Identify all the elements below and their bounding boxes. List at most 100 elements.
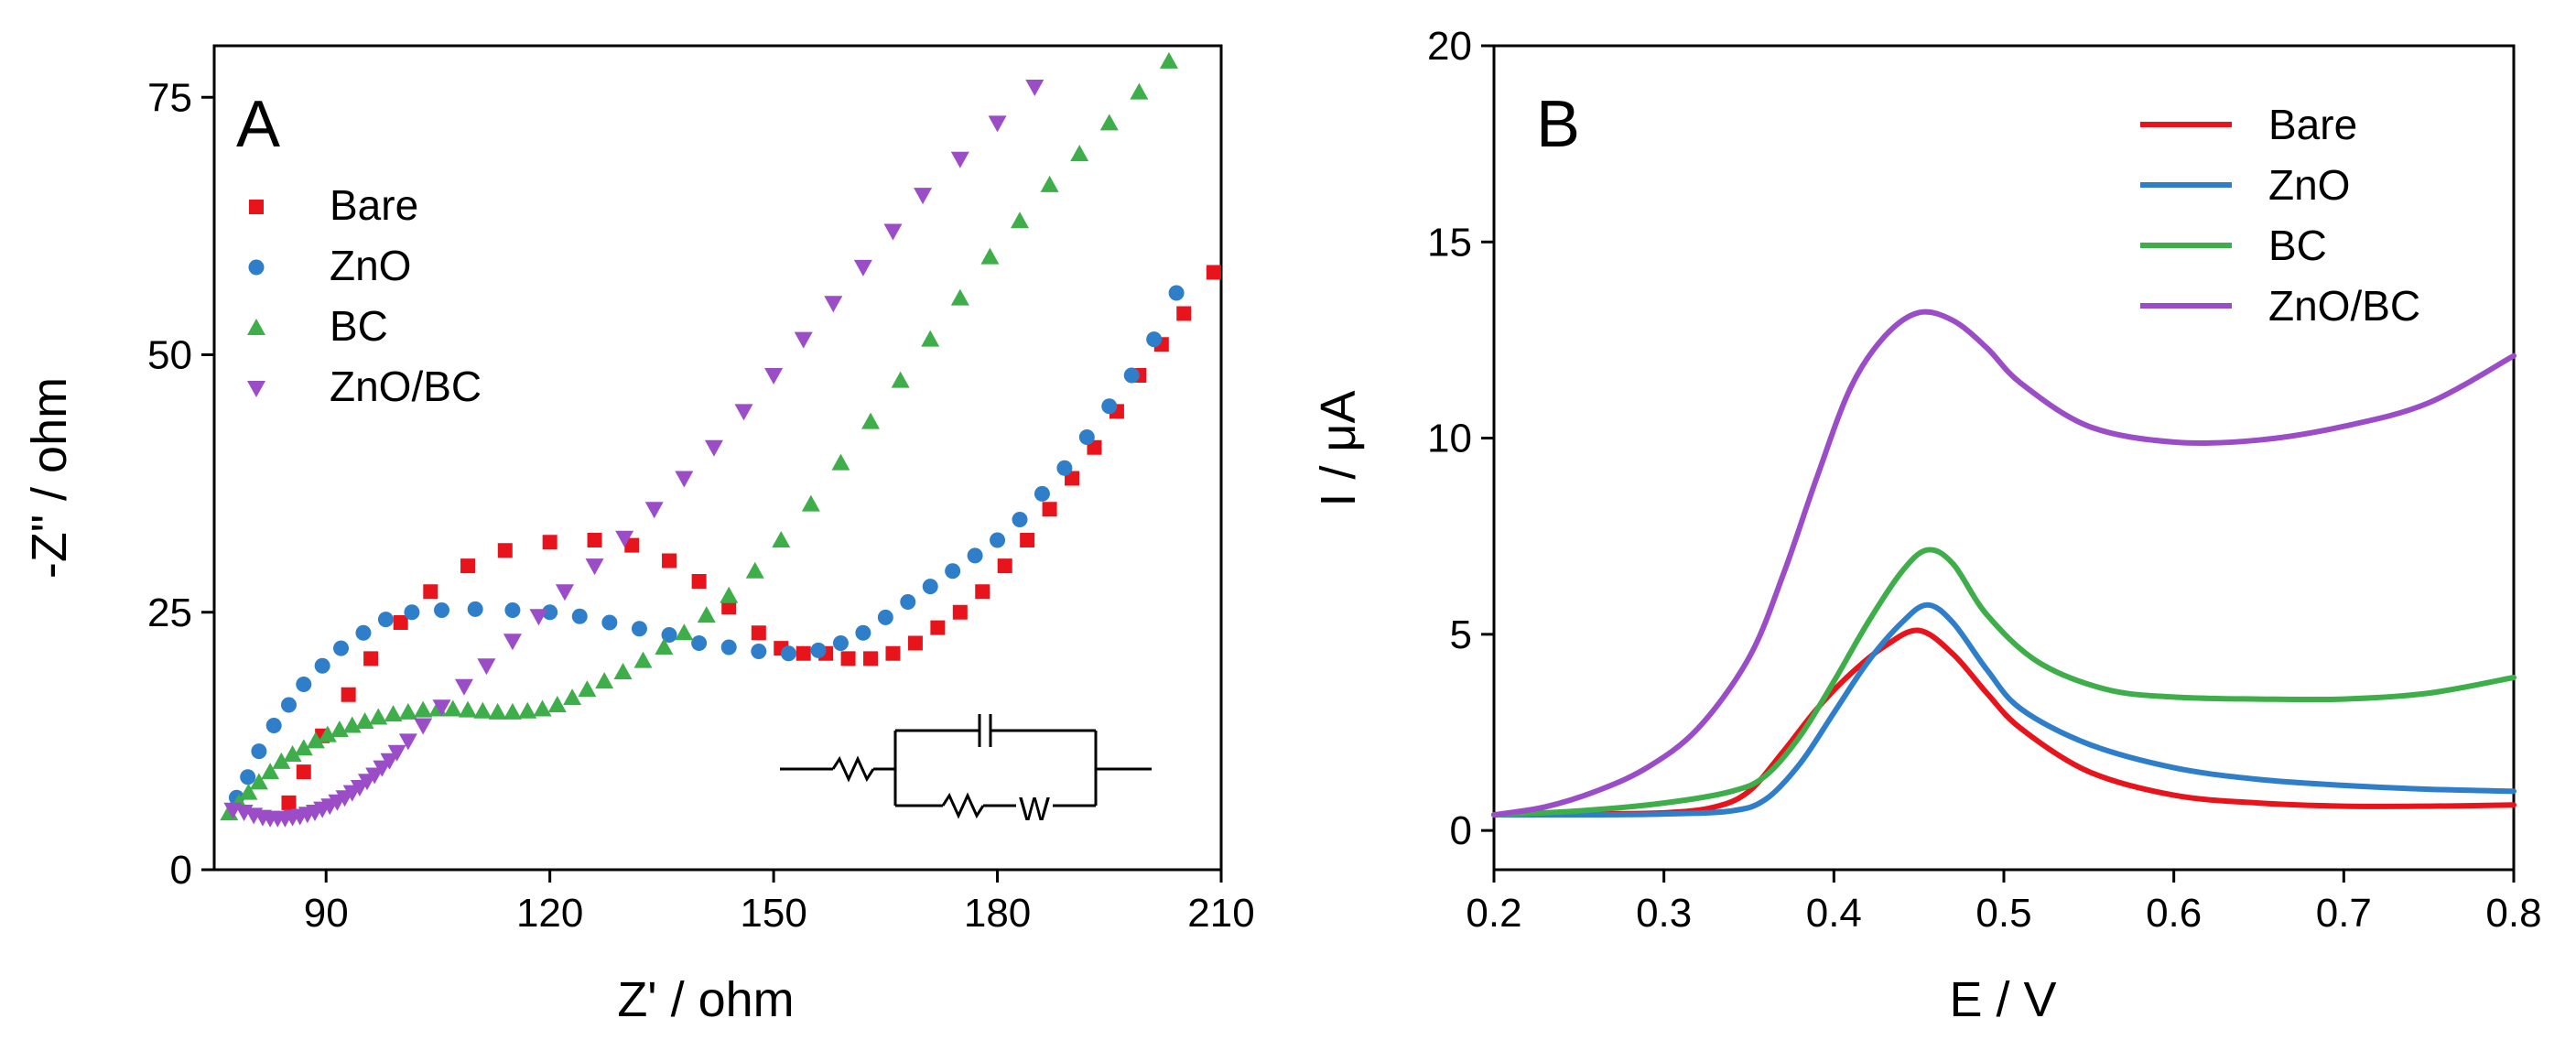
legend-label-zno-bc: ZnO/BC bbox=[330, 363, 482, 410]
data-point bbox=[363, 651, 379, 666]
panel-a-x-tick-label: 180 bbox=[964, 891, 1031, 936]
data-point bbox=[1042, 502, 1057, 517]
data-point bbox=[398, 702, 417, 720]
data-point bbox=[503, 702, 522, 720]
equivalent-circuit-inset: W bbox=[780, 714, 1152, 828]
data-point bbox=[296, 764, 311, 780]
legend-label-bare: Bare bbox=[2268, 101, 2357, 148]
data-point bbox=[721, 600, 737, 615]
data-point bbox=[318, 725, 337, 742]
data-point bbox=[675, 623, 694, 641]
panel-a-x-tick-label: 90 bbox=[304, 891, 349, 936]
panel-b-y-tick-label: 0 bbox=[1450, 808, 1472, 853]
data-point bbox=[443, 699, 462, 717]
panel-a-x-axis-label: Z' / ohm bbox=[617, 972, 794, 1027]
data-point bbox=[265, 718, 282, 733]
panel-b-x-tick-label: 0.7 bbox=[2316, 891, 2372, 936]
data-point bbox=[691, 574, 707, 589]
data-point bbox=[563, 688, 582, 706]
panel-b-x-tick-label: 0.8 bbox=[2485, 891, 2541, 936]
data-point bbox=[547, 696, 567, 712]
data-point bbox=[1159, 51, 1178, 69]
data-point bbox=[691, 635, 708, 651]
data-point bbox=[952, 604, 968, 620]
panel-a-y-tick-label: 75 bbox=[147, 75, 192, 120]
panel-a-series-bc bbox=[220, 51, 1178, 821]
data-point bbox=[380, 753, 399, 770]
panel-b-x-tick-label: 0.2 bbox=[1466, 891, 1521, 936]
data-point bbox=[863, 651, 879, 666]
data-point bbox=[720, 639, 737, 655]
data-point bbox=[294, 739, 313, 756]
data-point bbox=[240, 769, 256, 785]
data-point bbox=[662, 553, 677, 569]
data-point bbox=[980, 247, 1000, 265]
data-point bbox=[1040, 175, 1059, 192]
data-point bbox=[840, 651, 856, 666]
panel-b-y-axis-label: I / μA bbox=[1311, 390, 1366, 506]
data-point bbox=[675, 471, 694, 488]
panel-a-series-zno-bc bbox=[223, 80, 1044, 828]
warburg-label: W bbox=[1019, 790, 1050, 828]
legend-label-bc: BC bbox=[2268, 222, 2327, 269]
data-point bbox=[555, 584, 574, 601]
data-point bbox=[1168, 285, 1185, 301]
data-point bbox=[365, 767, 384, 785]
panel-b-x-tick-label: 0.6 bbox=[2146, 891, 2202, 936]
legend-marker-bare bbox=[249, 200, 264, 214]
data-point bbox=[720, 586, 739, 603]
data-point bbox=[615, 530, 634, 547]
data-point bbox=[624, 537, 640, 553]
data-point bbox=[745, 561, 764, 579]
data-point bbox=[542, 535, 557, 550]
data-point bbox=[861, 412, 881, 429]
data-point bbox=[314, 657, 330, 674]
data-point bbox=[824, 296, 843, 313]
data-point bbox=[810, 642, 827, 658]
data-point bbox=[764, 368, 784, 385]
legend-marker-zno-bc bbox=[247, 381, 265, 397]
data-point bbox=[734, 404, 753, 421]
panel-b-series-line-zno-bc bbox=[1491, 309, 2516, 818]
data-point bbox=[780, 645, 796, 662]
data-point bbox=[1101, 398, 1118, 415]
data-point bbox=[529, 609, 548, 626]
data-point bbox=[853, 259, 872, 276]
data-point bbox=[239, 783, 258, 800]
data-point bbox=[655, 638, 674, 655]
data-point bbox=[595, 672, 614, 689]
data-point bbox=[473, 701, 492, 719]
data-point bbox=[306, 731, 325, 749]
data-point bbox=[518, 701, 537, 719]
panel-b-y-tick-label: 5 bbox=[1450, 612, 1472, 657]
data-point bbox=[1099, 114, 1119, 131]
data-point bbox=[801, 494, 820, 512]
panel-b-x-tick-label: 0.4 bbox=[1806, 891, 1862, 936]
data-point bbox=[296, 677, 312, 692]
data-point bbox=[387, 744, 406, 762]
data-point bbox=[967, 547, 983, 564]
data-point bbox=[1123, 367, 1140, 384]
data-point bbox=[585, 558, 604, 576]
data-point bbox=[1011, 211, 1029, 229]
data-point bbox=[341, 687, 356, 702]
data-point bbox=[631, 621, 647, 637]
panel-b-y-tick-label: 15 bbox=[1427, 220, 1472, 265]
data-point bbox=[613, 663, 633, 679]
data-point bbox=[1056, 460, 1073, 476]
panel-a-series-zno bbox=[228, 285, 1185, 806]
data-point bbox=[373, 760, 392, 777]
legend-marker-zno bbox=[248, 259, 265, 276]
data-point bbox=[423, 584, 438, 600]
data-point bbox=[434, 602, 450, 618]
data-point bbox=[261, 763, 280, 780]
data-point bbox=[404, 604, 420, 621]
data-point bbox=[1025, 80, 1044, 96]
data-point bbox=[272, 752, 291, 769]
data-point bbox=[914, 188, 933, 205]
data-point bbox=[369, 708, 388, 725]
data-point bbox=[414, 718, 433, 735]
data-point bbox=[384, 705, 403, 722]
data-point bbox=[945, 563, 961, 580]
data-point bbox=[997, 558, 1012, 574]
